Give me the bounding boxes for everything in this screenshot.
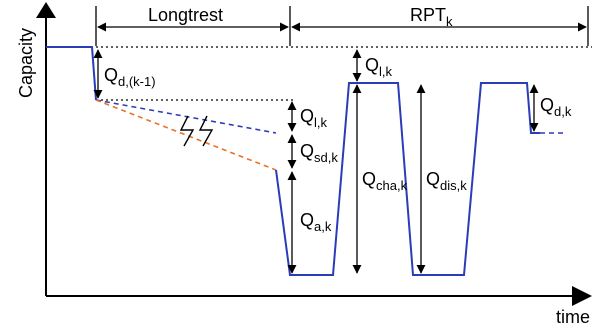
y-axis-arrow-icon xyxy=(36,2,56,18)
q-l-mid-label: Ql,k xyxy=(300,106,328,130)
axes: Capacity time xyxy=(16,2,592,327)
q-l-top-label: Ql,k xyxy=(365,55,393,79)
measurement-arrows xyxy=(93,49,539,274)
q-d-prev-label: Qd,(k-1) xyxy=(104,65,156,89)
x-axis-arrow-icon xyxy=(572,286,592,306)
q-dis-label: Qdis,k xyxy=(426,169,467,193)
q-a-label: Qa,k xyxy=(300,210,332,234)
rpt-label: RPTk xyxy=(410,5,453,29)
longtrest-label: Longtrest xyxy=(148,5,223,25)
x-axis-label: time xyxy=(556,307,590,327)
q-sd-label: Qsd,k xyxy=(300,141,338,165)
y-axis-label: Capacity xyxy=(16,28,36,98)
reference-lines xyxy=(96,46,592,101)
q-cha-label: Qcha,k xyxy=(362,169,408,193)
reversible-loss-dashed-line xyxy=(95,99,277,134)
time-break-icon xyxy=(179,115,214,147)
annotation-labels: Qd,(k-1) Ql,k Ql,k Qsd,k Qa,k Qcha,k Qdi… xyxy=(104,55,572,234)
q-d-label: Qd,k xyxy=(540,95,572,119)
total-loss-dashed-line xyxy=(95,99,277,171)
phase-headers: Longtrest RPTk xyxy=(95,5,589,46)
